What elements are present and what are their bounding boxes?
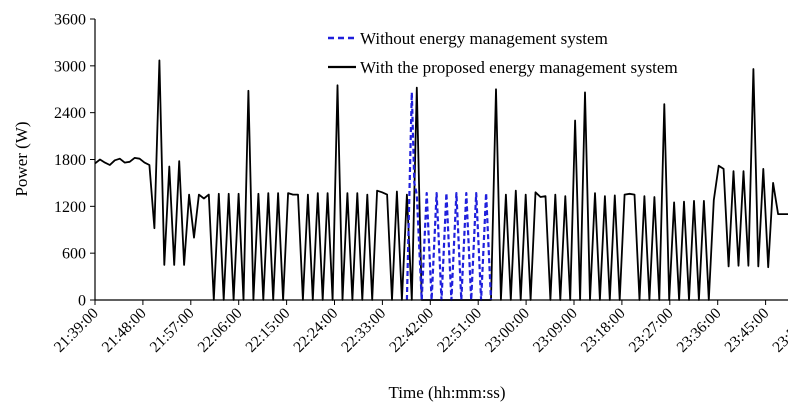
y-tick-label: 3600 — [54, 12, 86, 29]
x-tick-label: 22:24:00 — [290, 305, 341, 356]
x-tick-label: 23:00:00 — [482, 305, 533, 356]
x-tick-label: 21:48:00 — [99, 305, 150, 356]
y-tick-label: 2400 — [54, 105, 86, 122]
x-tick-label: 21:39:00 — [51, 305, 102, 356]
y-ticks: 0 600 1200 1800 2400 3000 3600 — [54, 12, 95, 310]
x-tick-label: 22:15:00 — [242, 305, 293, 356]
x-tick-label: 22:06:00 — [195, 305, 246, 356]
plot-lines — [94, 59, 788, 302]
x-tick-label: 23:09:00 — [530, 305, 581, 356]
y-tick-label: 1200 — [54, 199, 86, 216]
y-tick-label: 1800 — [54, 152, 86, 169]
legend-label-without-ems: Without energy management system — [360, 29, 608, 48]
y-tick-label: 3000 — [54, 58, 86, 75]
y-tick-label: 600 — [62, 246, 86, 263]
x-axis-label: Time (hh:mm:ss) — [389, 383, 506, 402]
series-line-without-ems — [405, 91, 493, 302]
x-tick-label: 23:45:00 — [721, 305, 772, 356]
x-tick-label: 22:42:00 — [386, 305, 437, 356]
x-tick-label: 21:57:00 — [147, 305, 198, 356]
series-line-with-ems — [94, 59, 788, 301]
x-tick-label: 22:33:00 — [338, 305, 389, 356]
x-tick-label: 23:27:00 — [626, 305, 677, 356]
legend: Without energy management system With th… — [328, 29, 678, 77]
x-tick-label: 22:51:00 — [434, 305, 485, 356]
legend-label-with-ems: With the proposed energy management syst… — [360, 58, 678, 77]
y-axis-label: Power (W) — [12, 121, 31, 196]
x-ticks: 21:39:0021:48:0021:57:0022:06:0022:15:00… — [51, 300, 788, 356]
x-tick-label: 23:18:00 — [578, 305, 629, 356]
x-tick-label: 23:36:00 — [674, 305, 725, 356]
x-tick-label: 23:54:00 — [769, 305, 788, 356]
y-tick-label: 0 — [78, 293, 86, 310]
